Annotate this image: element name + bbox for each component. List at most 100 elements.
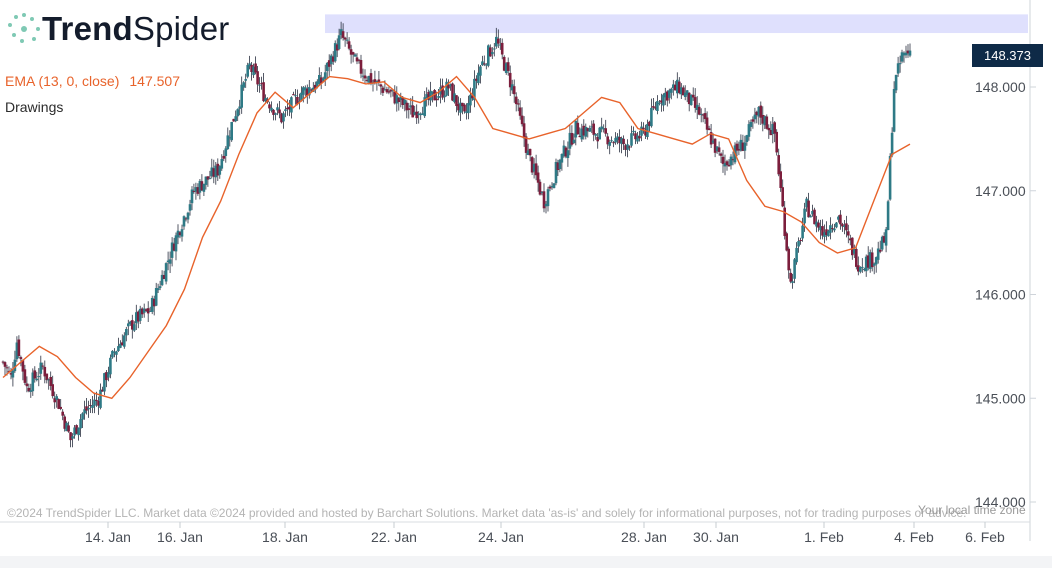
candle-body <box>821 226 824 236</box>
candle-body <box>363 75 367 79</box>
candle-body <box>278 109 281 114</box>
candle-body <box>115 351 118 355</box>
candle-body <box>188 204 192 211</box>
candle-body <box>789 272 792 282</box>
candle-body <box>21 360 25 372</box>
candle-body <box>660 100 663 103</box>
candle-body <box>186 212 190 220</box>
candle-body <box>453 93 456 103</box>
price-axis: 144.000 145.000 146.000 147.000 148.000 <box>975 79 1036 510</box>
candle-body <box>306 88 309 96</box>
candle-body <box>819 226 822 231</box>
candle-body <box>787 248 790 271</box>
candle-body <box>174 235 178 252</box>
candle-body <box>678 81 681 93</box>
candle-body <box>319 77 323 84</box>
candle-body <box>572 139 576 143</box>
candle-body <box>803 208 806 224</box>
candle-body <box>670 88 673 93</box>
candle-body <box>333 43 337 62</box>
indicator-legend[interactable]: EMA (13, 0, close) 147.507 <box>5 73 180 89</box>
candle-body <box>837 216 840 220</box>
candle-body <box>437 96 440 98</box>
candle-body <box>355 57 359 62</box>
candle-body <box>109 357 112 375</box>
candle-body <box>725 161 729 166</box>
candle-body <box>823 232 826 237</box>
candle-body <box>570 133 574 145</box>
y-tick-label: 144.000 <box>975 494 1026 510</box>
timezone-label[interactable]: Your local time zone <box>918 503 1026 517</box>
candle-body <box>755 111 759 116</box>
x-tick-label: 14. Jan <box>85 529 131 545</box>
candle-body <box>584 126 588 137</box>
candle-body <box>602 128 605 130</box>
candle-body <box>455 95 458 106</box>
candle-body <box>695 104 699 110</box>
candle-body <box>489 47 492 57</box>
candle-body <box>431 91 434 94</box>
candle-body <box>638 136 641 139</box>
candle-body <box>37 376 41 378</box>
candle-body <box>218 166 222 175</box>
candle-body <box>258 84 261 86</box>
candle-body <box>741 142 745 151</box>
candle-body <box>701 114 705 116</box>
candle-body <box>588 128 592 132</box>
candle-body <box>260 83 263 85</box>
x-tick-label: 30. Jan <box>693 529 739 545</box>
candle-body <box>805 198 808 208</box>
candle-body <box>15 342 19 360</box>
candle-body <box>540 192 544 193</box>
candle-body <box>829 225 832 233</box>
candle-body <box>598 127 601 140</box>
candle-body <box>359 60 363 74</box>
candle-body <box>101 389 104 392</box>
candle-body <box>39 362 43 374</box>
candle-body <box>375 80 379 83</box>
x-tick-label: 28. Jan <box>621 529 667 545</box>
candle-body <box>600 126 603 129</box>
candle-body <box>268 104 271 109</box>
candle-body <box>861 266 864 268</box>
candle-body <box>331 56 335 62</box>
candle-body <box>757 107 761 117</box>
drawings-legend[interactable]: Drawings <box>5 99 64 115</box>
candle-body <box>839 214 842 225</box>
candle-body <box>148 310 152 312</box>
candle-body <box>357 59 361 61</box>
candle-body <box>618 137 621 144</box>
candle-body <box>761 115 765 124</box>
candle-body <box>863 268 866 270</box>
candle-body <box>294 95 297 97</box>
candle-body <box>811 211 814 215</box>
candle-body <box>797 241 800 247</box>
candle-body <box>721 156 725 164</box>
candle-body <box>904 52 908 56</box>
candle-body <box>544 203 548 207</box>
candle-body <box>411 105 414 118</box>
candle-body <box>739 139 743 151</box>
candle-body <box>546 189 550 207</box>
candle-body <box>502 56 506 71</box>
candle-body <box>238 106 241 109</box>
candle-body <box>654 107 657 109</box>
candle-body <box>554 162 558 184</box>
last-price-badge: 148.373 <box>972 44 1043 67</box>
candle-body <box>421 113 424 115</box>
candle-body <box>304 87 307 91</box>
candle-body <box>477 72 480 84</box>
candle-body <box>833 228 836 231</box>
candle-body <box>67 425 70 432</box>
candle-body <box>97 401 100 406</box>
bottom-strip <box>0 556 1052 568</box>
candle-body <box>337 35 341 49</box>
candle-body <box>105 372 108 381</box>
candle-body <box>172 243 176 251</box>
candle-body <box>192 191 196 192</box>
candle-body <box>135 312 138 324</box>
candle-body <box>709 132 713 145</box>
candle-body <box>777 155 780 175</box>
